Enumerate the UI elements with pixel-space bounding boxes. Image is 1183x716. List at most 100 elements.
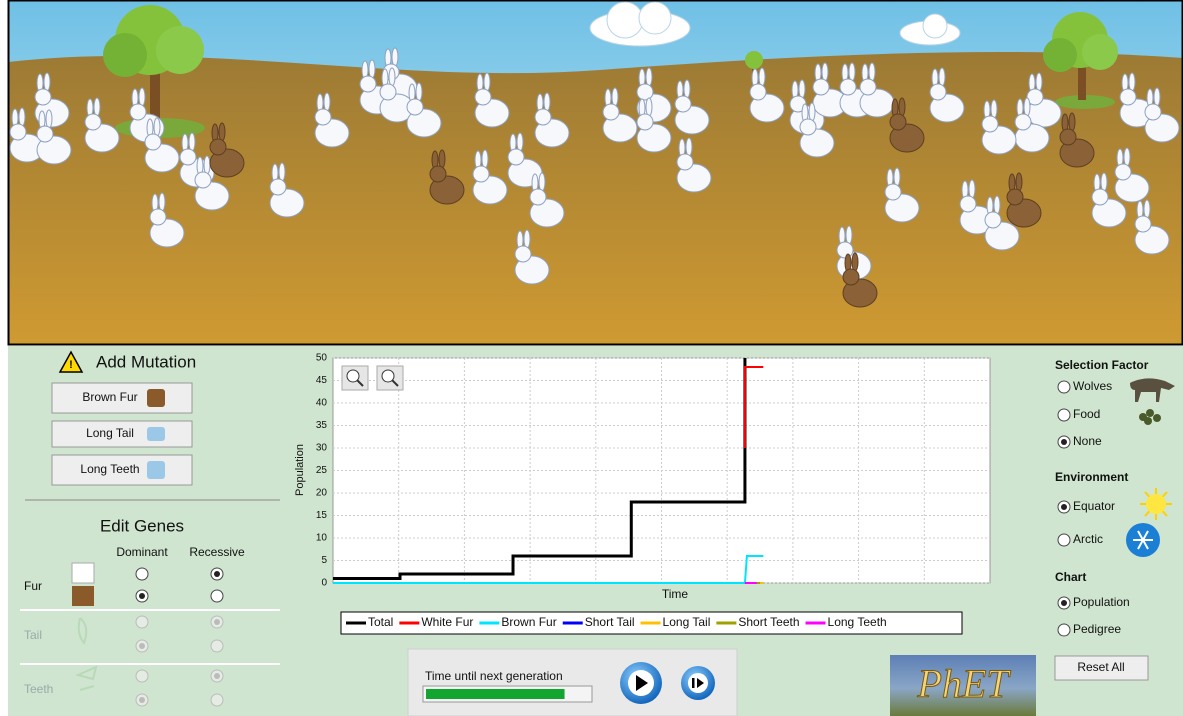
rabbit-head (315, 109, 331, 125)
rabbit-ear (219, 123, 225, 141)
rabbit-head (85, 114, 101, 130)
rabbit-ear (646, 98, 652, 116)
rabbit-head (843, 269, 859, 285)
reset-button[interactable]: Reset All (1055, 656, 1148, 680)
legend-label: Long Teeth (828, 615, 887, 629)
rabbit-ear (324, 93, 330, 111)
rabbit-ear (1101, 173, 1107, 191)
mutation-button[interactable]: Long Teeth (52, 455, 192, 485)
rabbit-head (430, 166, 446, 182)
simulation: ! Add Mutation Edit Genes Dominant Reces… (0, 0, 1183, 716)
rabbit-ear (279, 163, 285, 181)
mutation-button[interactable]: Long Tail (52, 421, 192, 447)
rabbit-ear (759, 68, 765, 86)
rabbit-ear (1154, 88, 1160, 106)
rabbit-head (1115, 164, 1131, 180)
rabbit-ear (846, 226, 852, 244)
rabbit-ear (369, 60, 375, 78)
button-label: Long Teeth (80, 462, 139, 476)
y-tick-label: 25 (316, 465, 328, 476)
gene-label: Teeth (24, 682, 53, 696)
rabbit-ear (1024, 98, 1030, 116)
rabbit-head (473, 166, 489, 182)
rabbit-ear (1129, 73, 1135, 91)
play-button[interactable] (620, 662, 662, 704)
rabbit-ear (94, 98, 100, 116)
rabbit-ear (852, 253, 858, 271)
rabbit-head (637, 84, 653, 100)
legend-label: Short Tail (585, 615, 635, 629)
button-label: Long Tail (86, 426, 134, 440)
rabbit-ear (869, 63, 875, 81)
scene (8, 0, 1183, 345)
option-label: None (1073, 434, 1102, 448)
rabbit-ear (849, 63, 855, 81)
rabbit-head (677, 154, 693, 170)
legend-label: Brown Fur (501, 615, 556, 629)
rabbit-ear (44, 73, 50, 91)
radio-dot (139, 593, 145, 599)
dominant-radio (136, 616, 148, 628)
radio-dot (1061, 504, 1067, 510)
rabbit-ear (646, 68, 652, 86)
rabbit-head (380, 84, 396, 100)
rabbit-head (890, 114, 906, 130)
y-tick-label: 45 (316, 375, 328, 386)
rabbit-ear (809, 103, 815, 121)
recessive-radio[interactable] (211, 590, 223, 602)
option-radio[interactable] (1058, 534, 1070, 546)
rabbit-head (407, 99, 423, 115)
y-tick-label: 35 (316, 420, 328, 431)
recessive-radio (211, 670, 223, 682)
dominant-radio[interactable] (136, 590, 148, 602)
button-icon (147, 427, 165, 441)
radio-dot (214, 673, 220, 679)
radio-ring (1058, 381, 1070, 393)
option-radio[interactable] (1058, 409, 1070, 421)
rabbit-ear (544, 93, 550, 111)
y-tick-label: 0 (321, 578, 327, 589)
rabbit-head (603, 104, 619, 120)
recessive-radio[interactable] (211, 568, 223, 580)
rabbit-ear (1069, 113, 1075, 131)
option-radio[interactable] (1058, 381, 1070, 393)
dominant-radio[interactable] (136, 568, 148, 580)
radio-ring (136, 568, 148, 580)
rabbit-ear (416, 83, 422, 101)
rabbit-head (1060, 129, 1076, 145)
option-radio[interactable] (1058, 597, 1070, 609)
rabbit-head (985, 212, 1001, 228)
rabbit-head (837, 242, 853, 258)
gene-label: Tail (24, 628, 42, 642)
rabbit-head (885, 184, 901, 200)
option-radio[interactable] (1058, 501, 1070, 513)
rabbit-ear (799, 80, 805, 98)
recessive-radio (211, 640, 223, 652)
legend-label: White Fur (421, 615, 473, 629)
rabbit-ear (204, 156, 210, 174)
button-icon (147, 461, 165, 479)
radio-dot (1061, 600, 1067, 606)
recessive-radio (211, 694, 223, 706)
radio-ring (1058, 409, 1070, 421)
dominant-radio (136, 640, 148, 652)
recessive-radio (211, 616, 223, 628)
option-radio[interactable] (1058, 624, 1070, 636)
radio-ring (211, 590, 223, 602)
mutation-button[interactable]: Brown Fur (52, 383, 192, 413)
section-title: Chart (1055, 570, 1086, 584)
option-radio[interactable] (1058, 436, 1070, 448)
radio-ring (211, 694, 223, 706)
rabbit-head (930, 84, 946, 100)
rabbit-head (515, 246, 531, 262)
reset-label: Reset All (1077, 660, 1124, 674)
y-tick-label: 20 (316, 488, 328, 499)
rabbit-head (475, 89, 491, 105)
rabbit-head (860, 79, 876, 95)
gene-label: Fur (24, 579, 42, 593)
radio-dot (214, 619, 220, 625)
rabbit-ear (1144, 200, 1150, 218)
rabbit-ear (1036, 73, 1042, 91)
step-button[interactable] (681, 666, 715, 700)
radio-ring (1058, 534, 1070, 546)
